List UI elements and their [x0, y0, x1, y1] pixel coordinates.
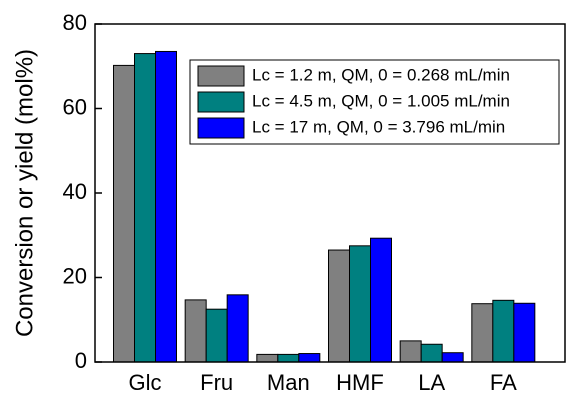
x-tick-label: HMF	[336, 370, 384, 395]
bar	[399, 340, 422, 363]
bar	[349, 245, 371, 363]
bar	[155, 50, 177, 363]
y-tick-label: 80	[63, 10, 87, 35]
bar	[298, 353, 321, 363]
y-tick-label: 40	[63, 179, 87, 204]
bar	[184, 299, 207, 363]
bar	[420, 343, 443, 363]
legend-label: Lc = 4.5 m, QM, 0 = 1.005 mL/min	[252, 91, 510, 110]
bar	[226, 294, 249, 363]
x-tick-label: Man	[267, 370, 310, 395]
y-tick-label: 60	[63, 94, 87, 119]
bar	[205, 308, 228, 363]
bar	[277, 353, 300, 363]
bar	[513, 302, 536, 363]
plot-frame	[94, 23, 566, 363]
y-axis-label: Conversion or yield (mol%)	[11, 49, 38, 337]
bar	[256, 353, 279, 363]
y-tick-label: 20	[63, 263, 87, 288]
bar	[441, 352, 464, 363]
legend-swatch	[197, 117, 245, 139]
bar	[370, 237, 392, 363]
bar	[471, 303, 494, 363]
y-tick-label: 0	[75, 348, 87, 373]
legend-swatch	[197, 65, 245, 87]
legend-swatch	[197, 91, 245, 113]
x-tick-label: LA	[418, 370, 445, 395]
bar	[134, 53, 156, 363]
x-tick-label: Glc	[129, 370, 162, 395]
x-tick-label: FA	[490, 370, 517, 395]
bar	[328, 249, 350, 363]
bar	[113, 64, 135, 363]
x-tick-label: Fru	[200, 370, 233, 395]
bar	[492, 299, 515, 363]
legend-box	[189, 59, 560, 145]
legend-label: Lc = 17 m, QM, 0 = 3.796 mL/min	[252, 117, 505, 136]
legend-label: Lc = 1.2 m, QM, 0 = 0.268 mL/min	[252, 65, 510, 84]
